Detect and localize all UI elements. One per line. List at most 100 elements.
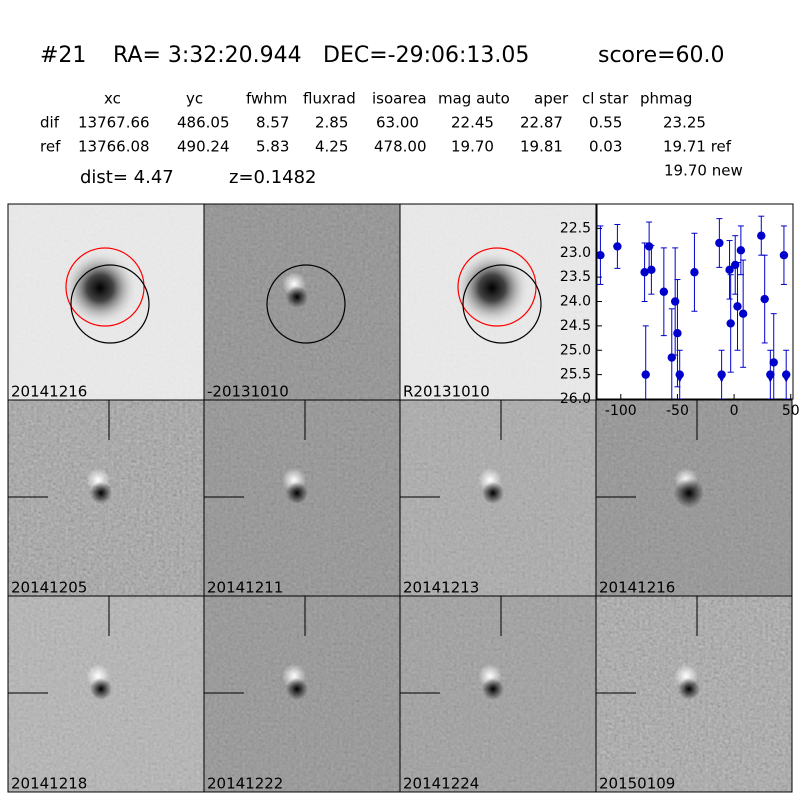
dark [286, 678, 308, 700]
y-tick-label: 22.5 [560, 220, 591, 236]
table-cell: 23.25 [663, 114, 706, 132]
dark [482, 482, 504, 504]
point [757, 231, 766, 240]
point [715, 238, 724, 248]
table-cell: 490.24 [177, 138, 230, 156]
point [766, 370, 775, 379]
stamp-label: 20141211 [207, 579, 283, 597]
x-tick-label: -100 [605, 403, 637, 419]
score: score=60.0 [598, 43, 725, 68]
y-tick-label: 23.0 [560, 245, 591, 261]
y-tick-label: 25.0 [560, 342, 591, 358]
table-cell: 0.03 [589, 138, 622, 156]
host [62, 250, 138, 326]
dist: dist= 4.47 [80, 167, 174, 188]
stamp-label: R20131010 [403, 383, 490, 401]
redshift: z=0.1482 [229, 167, 317, 188]
point [597, 250, 605, 260]
dark [674, 478, 704, 508]
table-cell: 478.00 [374, 138, 427, 156]
dark [678, 678, 700, 700]
dec: DEC=-29:06:13.05 [323, 43, 529, 68]
dark [482, 678, 504, 700]
ref-circle [457, 247, 537, 327]
table-cell: 22.87 [520, 114, 563, 132]
column-header: yc [186, 90, 203, 108]
column-header: xc [104, 90, 121, 108]
y-tick-label: 24.5 [560, 318, 591, 334]
dark [90, 678, 112, 700]
point [726, 319, 735, 328]
column-header: mag auto [438, 90, 510, 108]
dark [90, 482, 112, 504]
table-cell: 63.00 [376, 114, 419, 132]
ra: RA= 3:32:20.944 [113, 43, 302, 68]
x-tick-label: -50 [666, 403, 689, 419]
point [675, 370, 684, 379]
table-cell: 8.57 [256, 114, 289, 132]
point [731, 260, 740, 270]
point [659, 287, 669, 296]
point [782, 370, 791, 379]
point [769, 358, 778, 367]
table-cell: 5.83 [256, 138, 289, 156]
point [644, 242, 654, 251]
point [690, 268, 699, 277]
table-cell: 13766.08 [78, 138, 150, 156]
point [673, 328, 682, 338]
table-cell: 4.25 [315, 138, 348, 156]
point [733, 302, 742, 311]
x-tick-label: 0 [730, 403, 739, 419]
y-tick-label: 26.0 [560, 391, 591, 407]
dif-circle [462, 264, 542, 344]
y-tick-label: 25.5 [560, 367, 591, 383]
table-cell: 13767.66 [78, 114, 150, 132]
point [779, 250, 789, 260]
table-cell: 22.45 [451, 114, 494, 132]
table-cell: 0.55 [589, 114, 622, 132]
dark [286, 482, 308, 504]
stamp-frame [595, 595, 793, 793]
column-header: isoarea [372, 90, 427, 108]
point [760, 294, 769, 304]
point [641, 370, 650, 379]
stamp-label: 20141216 [11, 383, 87, 401]
dif-circle [266, 264, 346, 344]
x-tick-label: 50 [782, 403, 800, 419]
point [613, 242, 622, 251]
cand-id: #21 [40, 43, 86, 68]
phmag-new: 19.70 new [664, 162, 743, 180]
table-cell: 19.81 [520, 138, 563, 156]
point [725, 265, 734, 275]
dif-circle [70, 264, 150, 344]
point [736, 246, 746, 255]
column-header: cl star [582, 90, 629, 108]
table-cell: 486.05 [177, 114, 230, 132]
points [597, 215, 791, 399]
stamp-label: 20141224 [403, 775, 479, 793]
point [670, 297, 680, 306]
stamp-label: 20150109 [599, 775, 675, 793]
column-header: phmag [640, 90, 692, 108]
table-cell: 2.85 [315, 114, 348, 132]
y-tick-label: 24.0 [560, 294, 591, 310]
column-header: aper [534, 90, 569, 108]
column-header: fluxrad [303, 90, 356, 108]
y-tick-label: 23.5 [560, 269, 591, 285]
table-cell: ref [40, 138, 61, 156]
stamp-label: 20141213 [403, 579, 479, 597]
point [640, 268, 649, 277]
stamp-label: 20141222 [207, 775, 283, 793]
stamp-label: 20141218 [11, 775, 87, 793]
ref-circle [65, 247, 145, 327]
stamp-label: 20141205 [11, 579, 87, 597]
column-header: fwhm [246, 90, 287, 108]
table-cell: 19.70 [451, 138, 494, 156]
table-cell: 19.71 ref [663, 138, 732, 156]
stamp-label: 20141216 [599, 579, 675, 597]
stamp-label: -20131010 [207, 383, 289, 401]
point [717, 370, 726, 379]
table-cell: dif [40, 114, 60, 132]
point [738, 309, 748, 318]
